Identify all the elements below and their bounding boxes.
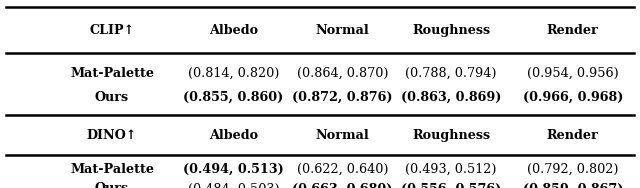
Text: (0.494, 0.513): (0.494, 0.513)	[183, 163, 284, 176]
Text: Albedo: Albedo	[209, 24, 258, 37]
Text: Normal: Normal	[316, 24, 369, 37]
Text: (0.663, 0.680): (0.663, 0.680)	[292, 182, 392, 188]
Text: CLIP↑: CLIP↑	[90, 24, 134, 37]
Text: Normal: Normal	[316, 129, 369, 142]
Text: (0.855, 0.860): (0.855, 0.860)	[184, 91, 284, 104]
Text: DINO↑: DINO↑	[87, 129, 137, 142]
Text: Mat-Palette: Mat-Palette	[70, 67, 154, 80]
Text: (0.966, 0.968): (0.966, 0.968)	[523, 91, 623, 104]
Text: (0.814, 0.820): (0.814, 0.820)	[188, 67, 279, 80]
Text: Roughness: Roughness	[412, 129, 490, 142]
Text: (0.872, 0.876): (0.872, 0.876)	[292, 91, 393, 104]
Text: Mat-Palette: Mat-Palette	[70, 163, 154, 176]
Text: Render: Render	[547, 24, 598, 37]
Text: (0.556, 0.576): (0.556, 0.576)	[401, 182, 501, 188]
Text: (0.859, 0.867): (0.859, 0.867)	[523, 182, 623, 188]
Text: (0.622, 0.640): (0.622, 0.640)	[297, 163, 388, 176]
Text: Ours: Ours	[95, 182, 129, 188]
Text: Render: Render	[547, 129, 598, 142]
Text: Ours: Ours	[95, 91, 129, 104]
Text: (0.484, 0.503): (0.484, 0.503)	[188, 182, 280, 188]
Text: (0.864, 0.870): (0.864, 0.870)	[297, 67, 388, 80]
Text: Roughness: Roughness	[412, 24, 490, 37]
Text: (0.788, 0.794): (0.788, 0.794)	[406, 67, 497, 80]
Text: Albedo: Albedo	[209, 129, 258, 142]
Text: (0.954, 0.956): (0.954, 0.956)	[527, 67, 619, 80]
Text: (0.863, 0.869): (0.863, 0.869)	[401, 91, 501, 104]
Text: (0.493, 0.512): (0.493, 0.512)	[406, 163, 497, 176]
Text: (0.792, 0.802): (0.792, 0.802)	[527, 163, 618, 176]
